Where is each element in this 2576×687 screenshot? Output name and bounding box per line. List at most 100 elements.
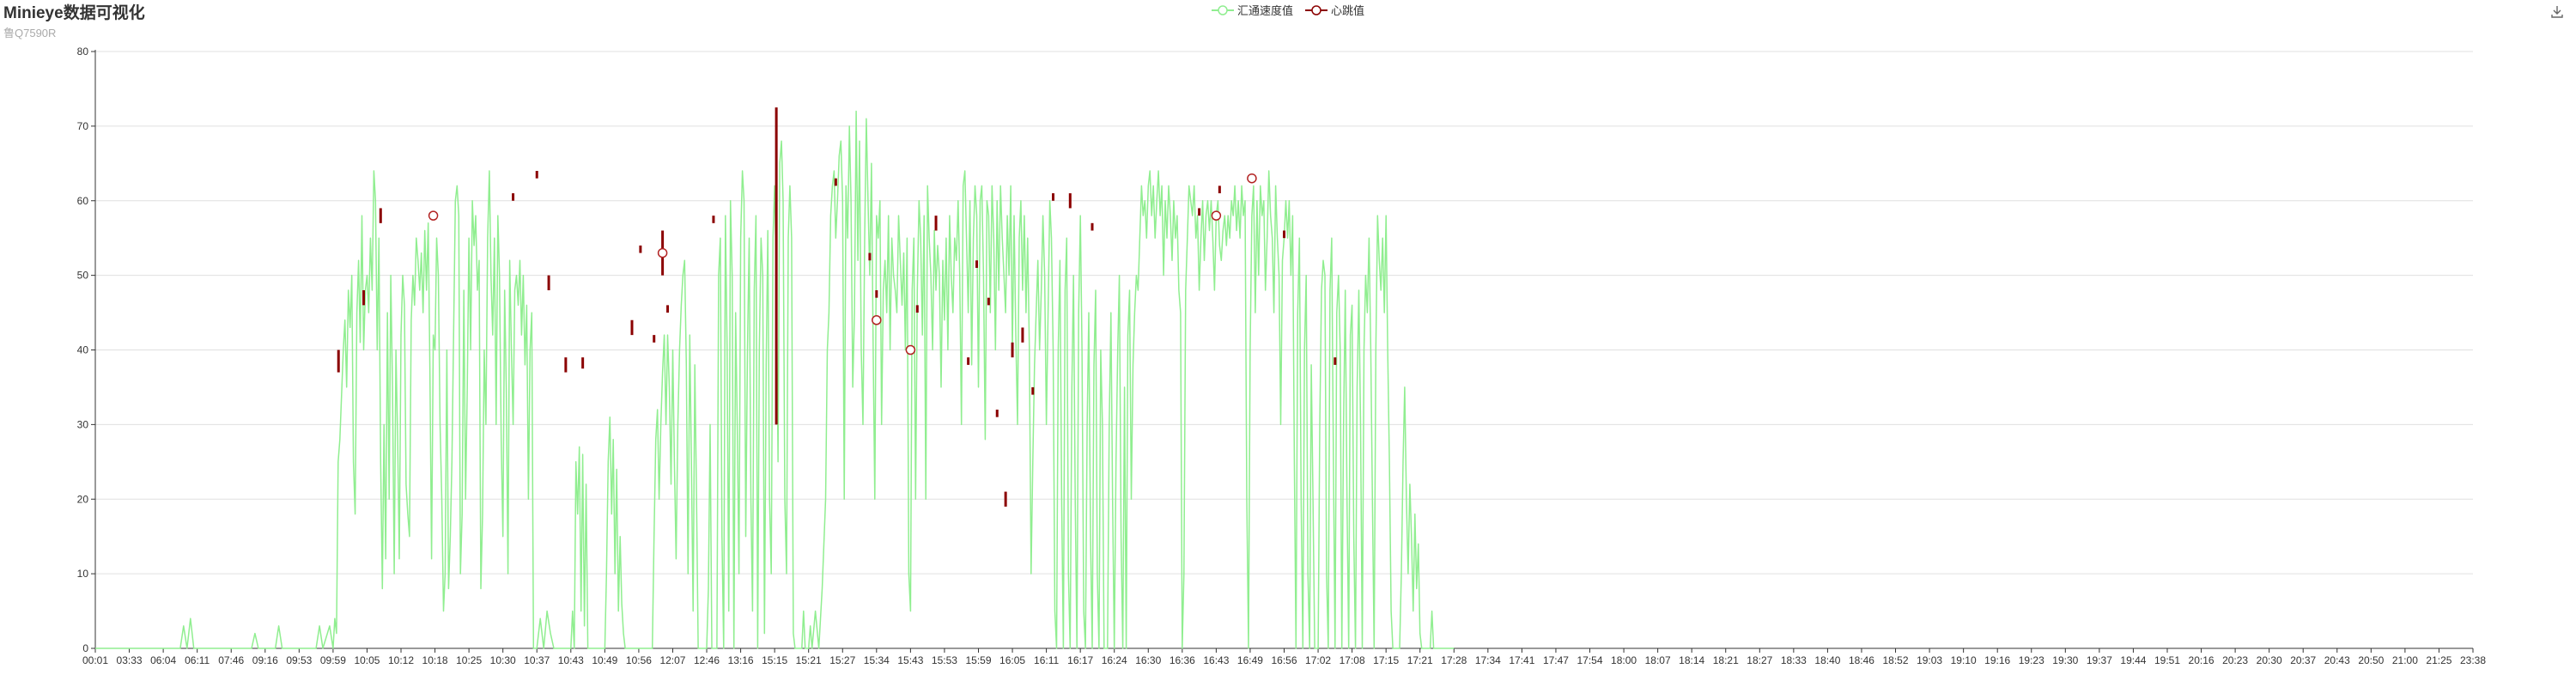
x-tick-label: 15:43 [897,654,923,666]
x-tick-label: 18:21 [1713,654,1739,666]
x-tick-label: 19:23 [2019,654,2044,666]
x-tick-label: 17:02 [1305,654,1331,666]
x-tick-label: 20:30 [2257,654,2282,666]
legend-speed-marker-icon [1211,4,1234,15]
x-tick-label: 00:01 [82,654,108,666]
x-tick-label: 16:30 [1135,654,1161,666]
y-tick-label: 30 [77,418,89,430]
x-tick-label: 17:34 [1475,654,1501,666]
x-tick-label: 16:36 [1170,654,1195,666]
x-tick-label: 19:03 [1917,654,1942,666]
x-tick-label: 19:51 [2154,654,2180,666]
x-tick-label: 10:30 [490,654,516,666]
x-tick-label: 10:12 [388,654,414,666]
y-tick-label: 50 [77,270,89,282]
speed-series [95,110,1455,649]
x-tick-label: 17:21 [1407,654,1433,666]
x-tick-label: 10:49 [592,654,617,666]
x-tick-label: 09:59 [320,654,346,666]
legend: 汇通速度值 心跳值 [0,2,2576,18]
x-tick-label: 21:00 [2392,654,2418,666]
chart-subtitle: 鲁Q7590R [3,27,57,40]
legend-label-heartbeat: 心跳值 [1331,4,1365,17]
legend-heartbeat-marker-icon [1305,4,1327,15]
chart-title: Minieye数据可视化 [3,4,145,22]
x-tick-label: 18:14 [1679,654,1704,666]
legend-item-heartbeat[interactable]: 心跳值 [1305,2,1364,18]
speed-line [95,110,1455,649]
y-tick-label: 0 [82,642,88,654]
x-tick-label: 18:46 [1849,654,1874,666]
x-tick-label: 03:33 [117,654,143,666]
x-tick-label: 17:41 [1509,654,1534,666]
x-tick-label: 15:21 [796,654,822,666]
legend-label-speed: 汇通速度值 [1236,4,1293,17]
x-tick-label: 15:15 [762,654,787,666]
x-tick-label: 15:53 [932,654,957,666]
x-tick-label: 23:38 [2460,654,2486,666]
download-icon[interactable] [2550,5,2564,23]
x-tick-label: 07:46 [218,654,244,666]
heartbeat-point [1211,210,1222,221]
x-tick-label: 19:44 [2120,654,2146,666]
y-tick-label: 10 [77,568,89,580]
x-tick-label: 10:05 [354,654,380,666]
x-tick-label: 15:59 [965,654,991,666]
x-axis: 00:01 03:33 06:04 06:11 07:46 09:16 09:53 09:59… [82,647,2486,666]
y-tick-label: 40 [77,344,89,356]
x-tick-label: 12:07 [659,654,685,666]
x-tick-label: 16:49 [1237,654,1263,666]
heartbeat-series [337,107,1337,507]
x-tick-label: 15:27 [829,654,855,666]
x-tick-label: 20:16 [2189,654,2215,666]
x-tick-label: 17:28 [1441,654,1467,666]
heartbeat-point [428,210,439,221]
x-tick-label: 20:23 [2222,654,2248,666]
y-tick-label: 70 [77,120,89,132]
heartbeat-point [1247,173,1257,184]
grid-lines [95,51,2473,649]
y-axis: 0 10 20 30 40 50 60 70 80 [77,46,96,654]
x-tick-label: 18:52 [1883,654,1909,666]
x-tick-label: 21:25 [2426,654,2451,666]
x-tick-label: 09:16 [252,654,278,666]
x-tick-label: 10:18 [422,654,448,666]
x-tick-label: 16:56 [1271,654,1297,666]
x-tick-label: 19:37 [2087,654,2112,666]
x-tick-label: 18:40 [1814,654,1840,666]
x-tick-label: 13:16 [728,654,754,666]
x-tick-label: 17:54 [1577,654,1602,666]
x-tick-label: 10:43 [558,654,584,666]
heartbeat-point [657,247,668,258]
x-tick-label: 18:27 [1747,654,1772,666]
legend-item-speed[interactable]: 汇通速度值 [1211,2,1293,18]
x-tick-label: 20:43 [2324,654,2350,666]
x-tick-label: 20:50 [2358,654,2384,666]
x-tick-label: 16:11 [1034,654,1059,666]
y-tick-label: 80 [77,46,89,58]
x-tick-label: 16:17 [1067,654,1093,666]
x-tick-label: 20:37 [2290,654,2316,666]
x-tick-label: 12:46 [694,654,720,666]
y-tick-label: 60 [77,195,89,207]
heartbeat-point [905,344,916,356]
x-tick-label: 16:05 [999,654,1025,666]
x-tick-label: 06:11 [185,654,210,666]
x-tick-label: 15:34 [864,654,890,666]
heartbeat-point [872,315,882,325]
x-tick-label: 19:16 [1984,654,2010,666]
x-tick-label: 17:15 [1373,654,1399,666]
x-tick-label: 10:37 [524,654,550,666]
x-tick-label: 10:56 [626,654,652,666]
x-tick-label: 16:24 [1102,654,1127,666]
y-tick-label: 20 [77,493,89,505]
x-tick-label: 10:25 [456,654,482,666]
x-tick-label: 18:33 [1781,654,1807,666]
x-tick-label: 09:53 [286,654,312,666]
x-tick-label: 17:47 [1543,654,1569,666]
x-tick-label: 18:07 [1645,654,1671,666]
x-tick-label: 18:00 [1611,654,1637,666]
x-tick-label: 16:43 [1203,654,1229,666]
x-tick-label: 19:10 [1951,654,1977,666]
x-tick-label: 19:30 [2052,654,2078,666]
